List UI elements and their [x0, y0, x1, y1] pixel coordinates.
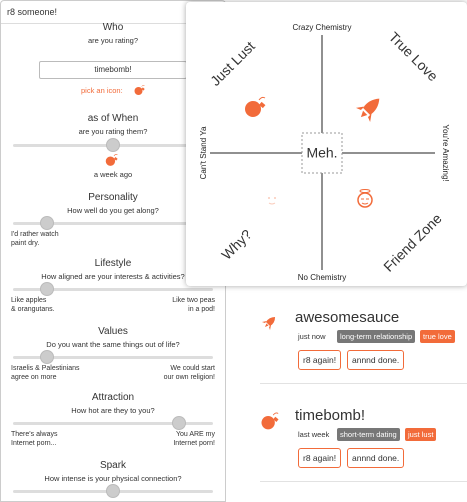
tag: just lust: [405, 428, 437, 441]
slider-thumb[interactable]: [106, 484, 120, 498]
section-question: How aligned are your interests & activit…: [41, 272, 185, 281]
slider-thumb[interactable]: [40, 282, 54, 296]
slider-right-label: We could start our own religion!: [163, 365, 215, 381]
rocket-icon: [259, 313, 279, 333]
section-title: Attraction: [91, 392, 135, 403]
slider-left-label: There's always Internet porn...: [11, 431, 58, 447]
slider-thumb[interactable]: [172, 416, 186, 430]
item-time: last week: [298, 430, 330, 439]
section-title: Who: [102, 22, 124, 33]
tag: true love: [420, 330, 455, 343]
separator: [260, 383, 467, 384]
item-name: timebomb!: [295, 407, 366, 424]
item-name: awesomesauce: [295, 309, 400, 326]
tag: long-term relationship: [337, 330, 416, 343]
section-question: How hot are they to you?: [71, 406, 155, 415]
section-title: Personality: [88, 192, 138, 203]
slider-track[interactable]: [13, 288, 213, 291]
slider-left-label: Israelis & Palestinians agree on more: [11, 365, 80, 381]
section-question: How well do you get along?: [67, 206, 159, 215]
section-question: are you rating?: [87, 36, 139, 45]
section-question: are you rating them?: [78, 127, 148, 136]
quadrant-label: Why?: [218, 226, 255, 263]
action-button[interactable]: r8 again!: [298, 448, 342, 468]
bomb-icon: [104, 153, 118, 167]
center-box: [301, 132, 343, 174]
slider-thumb[interactable]: [40, 350, 54, 364]
bottom-label: No Chemistry: [298, 273, 346, 282]
chart-panel: Meh. Crazy Chemistry No Chemistry Can't …: [186, 2, 467, 286]
quadrant-label: Just Lust: [207, 38, 258, 89]
section-title: Values: [98, 326, 128, 337]
slider-thumb[interactable]: [106, 138, 120, 152]
face-icon: [268, 197, 276, 205]
section-question: Do you want the same things out of life?: [46, 340, 180, 349]
tag: short-term dating: [337, 428, 400, 441]
slider-track[interactable]: [13, 422, 213, 425]
center-label: Meh.: [306, 145, 337, 161]
section-title: Lifestyle: [94, 258, 132, 269]
rocket-icon: [355, 98, 380, 123]
slider-thumb[interactable]: [40, 216, 54, 230]
left-label: Can't Stand Ya: [199, 126, 208, 179]
name-input[interactable]: timebomb!: [39, 61, 187, 79]
rating-list: awesomesauce just now long-term relationsh…: [255, 295, 467, 493]
bomb-icon: [245, 96, 266, 117]
slider-right-label: Like two peas in a pod!: [172, 297, 215, 313]
action-button[interactable]: annnd done.: [347, 448, 405, 468]
quadrant-label: Friend Zone: [380, 210, 445, 275]
slider-left-label: I'd rather watch paint dry.: [11, 231, 59, 247]
item-time: just now: [298, 332, 326, 341]
right-label: You're Amazing!: [441, 124, 450, 181]
slider-right-label: You ARE my Internet porn!: [173, 431, 215, 447]
action-button[interactable]: r8 again!: [298, 350, 342, 370]
slider-left-label: Like apples & orangutans.: [11, 297, 55, 313]
top-label: Crazy Chemistry: [292, 23, 351, 32]
bomb-icon: [259, 411, 279, 431]
time-label: a week ago: [93, 170, 133, 179]
separator: [260, 481, 467, 482]
section-title: as of When: [87, 113, 139, 124]
slider-track[interactable]: [13, 222, 213, 225]
quadrant-chart: Meh. Crazy Chemistry No Chemistry Can't …: [199, 23, 450, 282]
section-title: Spark: [99, 460, 127, 471]
bomb-icon: [133, 83, 145, 95]
quadrant-label: True Love: [386, 29, 442, 85]
section-question: How intense is your physical connection?: [44, 474, 182, 483]
form-title: r8 someone!: [1, 1, 225, 24]
angel-icon: [357, 189, 373, 208]
action-button[interactable]: annnd done.: [347, 350, 405, 370]
slider-track[interactable]: [13, 356, 213, 359]
icon-label: pick an icon:: [81, 86, 123, 95]
